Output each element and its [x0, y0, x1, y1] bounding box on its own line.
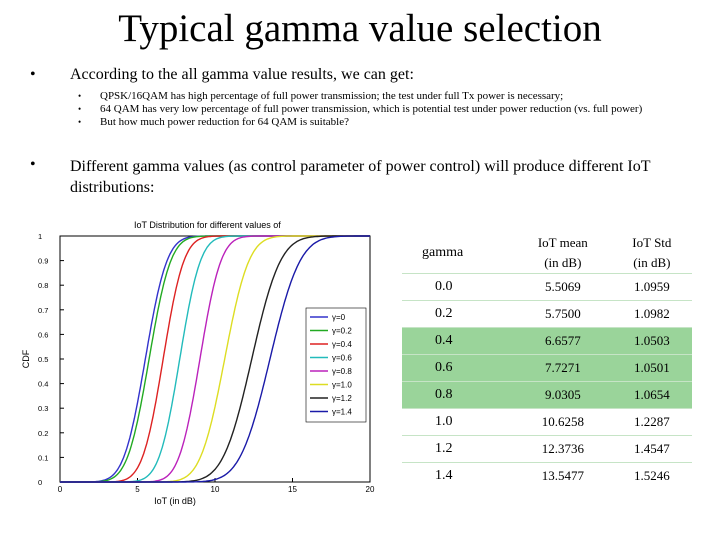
- cell-iot-std: 1.0501: [611, 354, 692, 382]
- x-tick-label: 5: [135, 485, 140, 494]
- cell-gamma: 1.0: [402, 408, 514, 436]
- cell-iot-std: 1.0654: [611, 381, 692, 409]
- series-lines: [60, 235, 370, 483]
- cell-iot-mean: 12.3736: [513, 435, 612, 463]
- bullet-dot: •: [30, 156, 36, 173]
- chart-title: IoT Distribution for different values of: [134, 220, 281, 230]
- sub-bullet-dot: •: [78, 91, 82, 101]
- x-tick-label: 10: [211, 485, 220, 494]
- cell-iot-mean: 10.6258: [513, 408, 612, 436]
- legend-label: γ=0.6: [332, 354, 352, 363]
- sub-bullet-list: • QPSK/16QAM has high percentage of full …: [78, 90, 690, 129]
- cell-gamma: 0.4: [402, 327, 514, 355]
- y-tick-label: 1: [38, 232, 42, 241]
- table-row: 0.0 5.5069 1.0959: [402, 273, 692, 301]
- cell-iot-mean: 9.0305: [513, 381, 612, 409]
- cell-iot-mean: 6.6577: [513, 327, 612, 355]
- y-tick-label: 0.1: [38, 453, 48, 462]
- sub-bullet-text: 64 QAM has very low percentage of full p…: [100, 103, 643, 115]
- y-tick-label: 0.6: [38, 330, 48, 339]
- y-tick-label: 0.2: [38, 429, 48, 438]
- cell-gamma: 0.6: [402, 354, 514, 382]
- legend-label: γ=1.2: [332, 394, 352, 403]
- table-row: 0.4 6.6577 1.0503: [402, 327, 692, 355]
- legend-label: γ=1.4: [332, 408, 352, 417]
- table-row: 1.0 10.6258 1.2287: [402, 408, 692, 436]
- legend-label: γ=0.2: [332, 327, 352, 336]
- legend-box: [305, 307, 367, 423]
- cell-gamma: 0.2: [402, 300, 514, 328]
- cell-gamma: 1.4: [402, 462, 514, 489]
- x-tick-label: 0: [58, 485, 63, 494]
- x-tick-label: 15: [288, 485, 297, 494]
- y-axis-label: CDF: [21, 349, 31, 368]
- sub-bullet-text: QPSK/16QAM has high percentage of full p…: [100, 90, 564, 102]
- y-tick-label: 0.9: [38, 257, 48, 266]
- bullet-dot: •: [30, 66, 36, 83]
- cell-iot-std: 1.0503: [611, 327, 692, 355]
- bullet-1-text: According to the all gamma value results…: [70, 66, 414, 83]
- header-iot-mean: IoT mean (in dB): [537, 235, 588, 270]
- table-row: 1.4 13.5477 1.5246: [402, 462, 692, 489]
- cell-iot-std: 1.0982: [611, 300, 692, 328]
- cell-iot-std: 1.0959: [611, 273, 692, 301]
- header-iot-std: IoT Std (in dB): [632, 235, 672, 270]
- legend-label: γ=0: [332, 313, 346, 322]
- slide-title: Typical gamma value selection: [118, 7, 602, 50]
- legend-label: γ=0.8: [332, 367, 352, 376]
- y-tick-label: 0.8: [38, 281, 48, 290]
- sub-bullet: • 64 QAM has very low percentage of full …: [78, 103, 690, 116]
- cell-iot-mean: 5.7500: [513, 300, 612, 328]
- sub-bullet-dot: •: [78, 104, 82, 114]
- cell-iot-std: 1.2287: [611, 408, 692, 436]
- y-tick-label: 0: [38, 478, 42, 487]
- gamma-stats-table: gamma IoT mean (in dB) IoT Std (in dB) 0.0…: [402, 233, 692, 489]
- series-line: [60, 235, 370, 483]
- x-tick-label: 20: [366, 485, 375, 494]
- y-tick-label: 0.7: [38, 306, 48, 315]
- cell-iot-std: 1.5246: [611, 462, 692, 489]
- cell-iot-mean: 13.5477: [513, 462, 612, 489]
- table-row: 0.6 7.7271 1.0501: [402, 354, 692, 382]
- sub-bullet: • But how much power reduction for 64 QAM…: [78, 116, 690, 129]
- y-tick-label: 0.5: [38, 355, 48, 364]
- iot-cdf-chart: IoT Distribution for different values of…: [21, 220, 375, 506]
- header-gamma: gamma: [422, 245, 464, 260]
- table-row: 1.2 12.3736 1.4547: [402, 435, 692, 463]
- sub-bullet: • QPSK/16QAM has high percentage of full …: [78, 90, 690, 103]
- cell-iot-std: 1.4547: [611, 435, 692, 463]
- cell-iot-mean: 7.7271: [513, 354, 612, 382]
- axis-ticks: 0 5 10 15 20 0 0.1 0.2 0.3 0.4 0.5 0.6 0.7 0.8 0.9 1: [38, 232, 375, 494]
- cell-iot-mean: 5.5069: [513, 273, 612, 301]
- table-row: 0.8 9.0305 1.0654: [402, 381, 692, 409]
- cell-gamma: 0.0: [402, 273, 514, 301]
- x-axis-label: IoT (in dB): [154, 496, 196, 506]
- table-row: 0.2 5.7500 1.0982: [402, 300, 692, 328]
- bullet-2-text: Different gamma values (as control param…: [70, 158, 651, 196]
- table-header-row: gamma IoT mean (in dB) IoT Std (in dB): [402, 233, 692, 274]
- y-tick-label: 0.3: [38, 404, 48, 413]
- cell-gamma: 1.2: [402, 435, 514, 463]
- legend-label: γ=0.4: [332, 340, 352, 349]
- legend: γ=0 γ=0.2 γ=0.4 γ=0.6 γ=0.8 γ=1.0 γ=1.2 γ=1.4: [305, 307, 367, 423]
- cell-gamma: 0.8: [402, 381, 514, 409]
- legend-label: γ=1.0: [332, 381, 352, 390]
- y-tick-label: 0.4: [38, 380, 48, 389]
- sub-bullet-dot: •: [78, 117, 82, 127]
- sub-bullet-text: But how much power reduction for 64 QAM …: [100, 116, 349, 128]
